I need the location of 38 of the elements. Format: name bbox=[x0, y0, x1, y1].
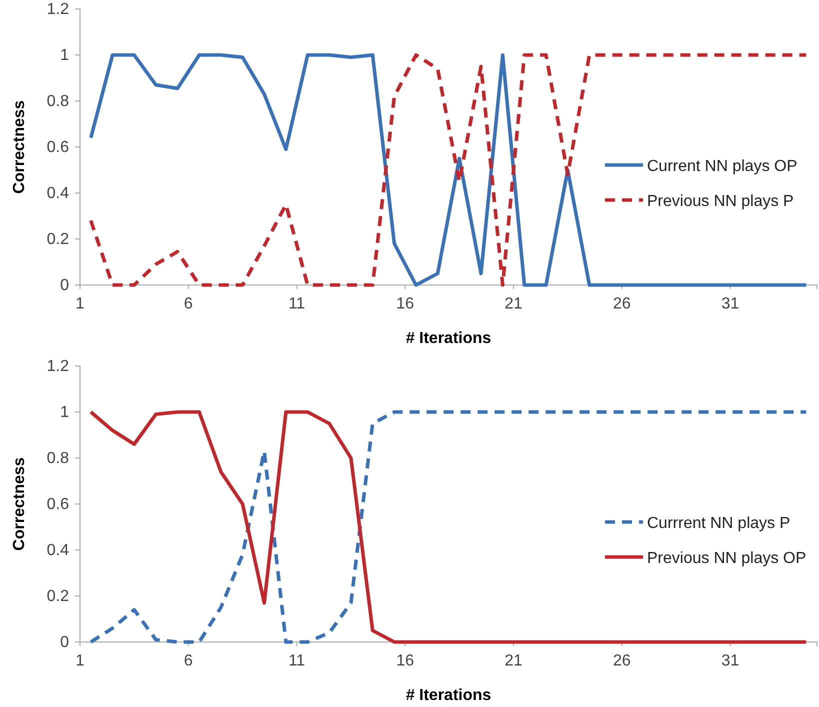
y-tick-label: 0.6 bbox=[46, 139, 70, 156]
y-axis-title: Correctness bbox=[11, 457, 28, 551]
x-tick-label: 26 bbox=[613, 295, 631, 312]
line-series bbox=[89, 53, 808, 287]
legend-label: Previous NN plays OP bbox=[647, 550, 806, 567]
y-tick-label: 0 bbox=[60, 634, 70, 652]
y-tick-label: 0.2 bbox=[46, 588, 70, 606]
legend-label: Previous NN plays P bbox=[647, 193, 794, 210]
y-tick-label: 1 bbox=[60, 47, 70, 64]
y-tick-label: 1 bbox=[60, 404, 70, 422]
y-tick-label: 0.8 bbox=[46, 93, 70, 110]
legend-label: Current NN plays OP bbox=[647, 158, 798, 175]
y-tick-label: 0.8 bbox=[46, 450, 70, 468]
y-tick-label: 1.2 bbox=[46, 1, 70, 18]
x-tick-label: 1 bbox=[76, 652, 85, 670]
y-tick-label: 1.2 bbox=[46, 358, 70, 376]
x-tick-label: 16 bbox=[396, 295, 414, 312]
x-tick-label: 26 bbox=[613, 652, 631, 670]
y-tick-label: 0.2 bbox=[46, 231, 70, 248]
line-series bbox=[89, 410, 808, 644]
x-tick-label: 6 bbox=[184, 295, 193, 312]
x-tick-label: 21 bbox=[504, 295, 523, 312]
y-tick-label: 0.4 bbox=[46, 185, 70, 202]
x-tick-label: 6 bbox=[184, 652, 193, 670]
x-tick-label: 16 bbox=[396, 652, 414, 670]
x-tick-label: 11 bbox=[288, 295, 306, 312]
y-axis-title: Correctness bbox=[11, 100, 28, 194]
x-tick-label: 31 bbox=[721, 652, 740, 670]
x-axis-title: # Iterations bbox=[406, 330, 492, 347]
x-axis-title: # Iterations bbox=[406, 687, 492, 704]
x-tick-label: 31 bbox=[721, 295, 740, 312]
y-tick-label: 0 bbox=[60, 277, 70, 294]
y-tick-label: 0.4 bbox=[46, 542, 70, 560]
x-tick-label: 21 bbox=[504, 652, 523, 670]
y-tick-label: 0.6 bbox=[46, 496, 70, 514]
x-tick-label: 11 bbox=[288, 652, 306, 670]
legend-label: Currrent NN plays P bbox=[647, 515, 790, 532]
x-tick-label: 1 bbox=[76, 295, 85, 312]
